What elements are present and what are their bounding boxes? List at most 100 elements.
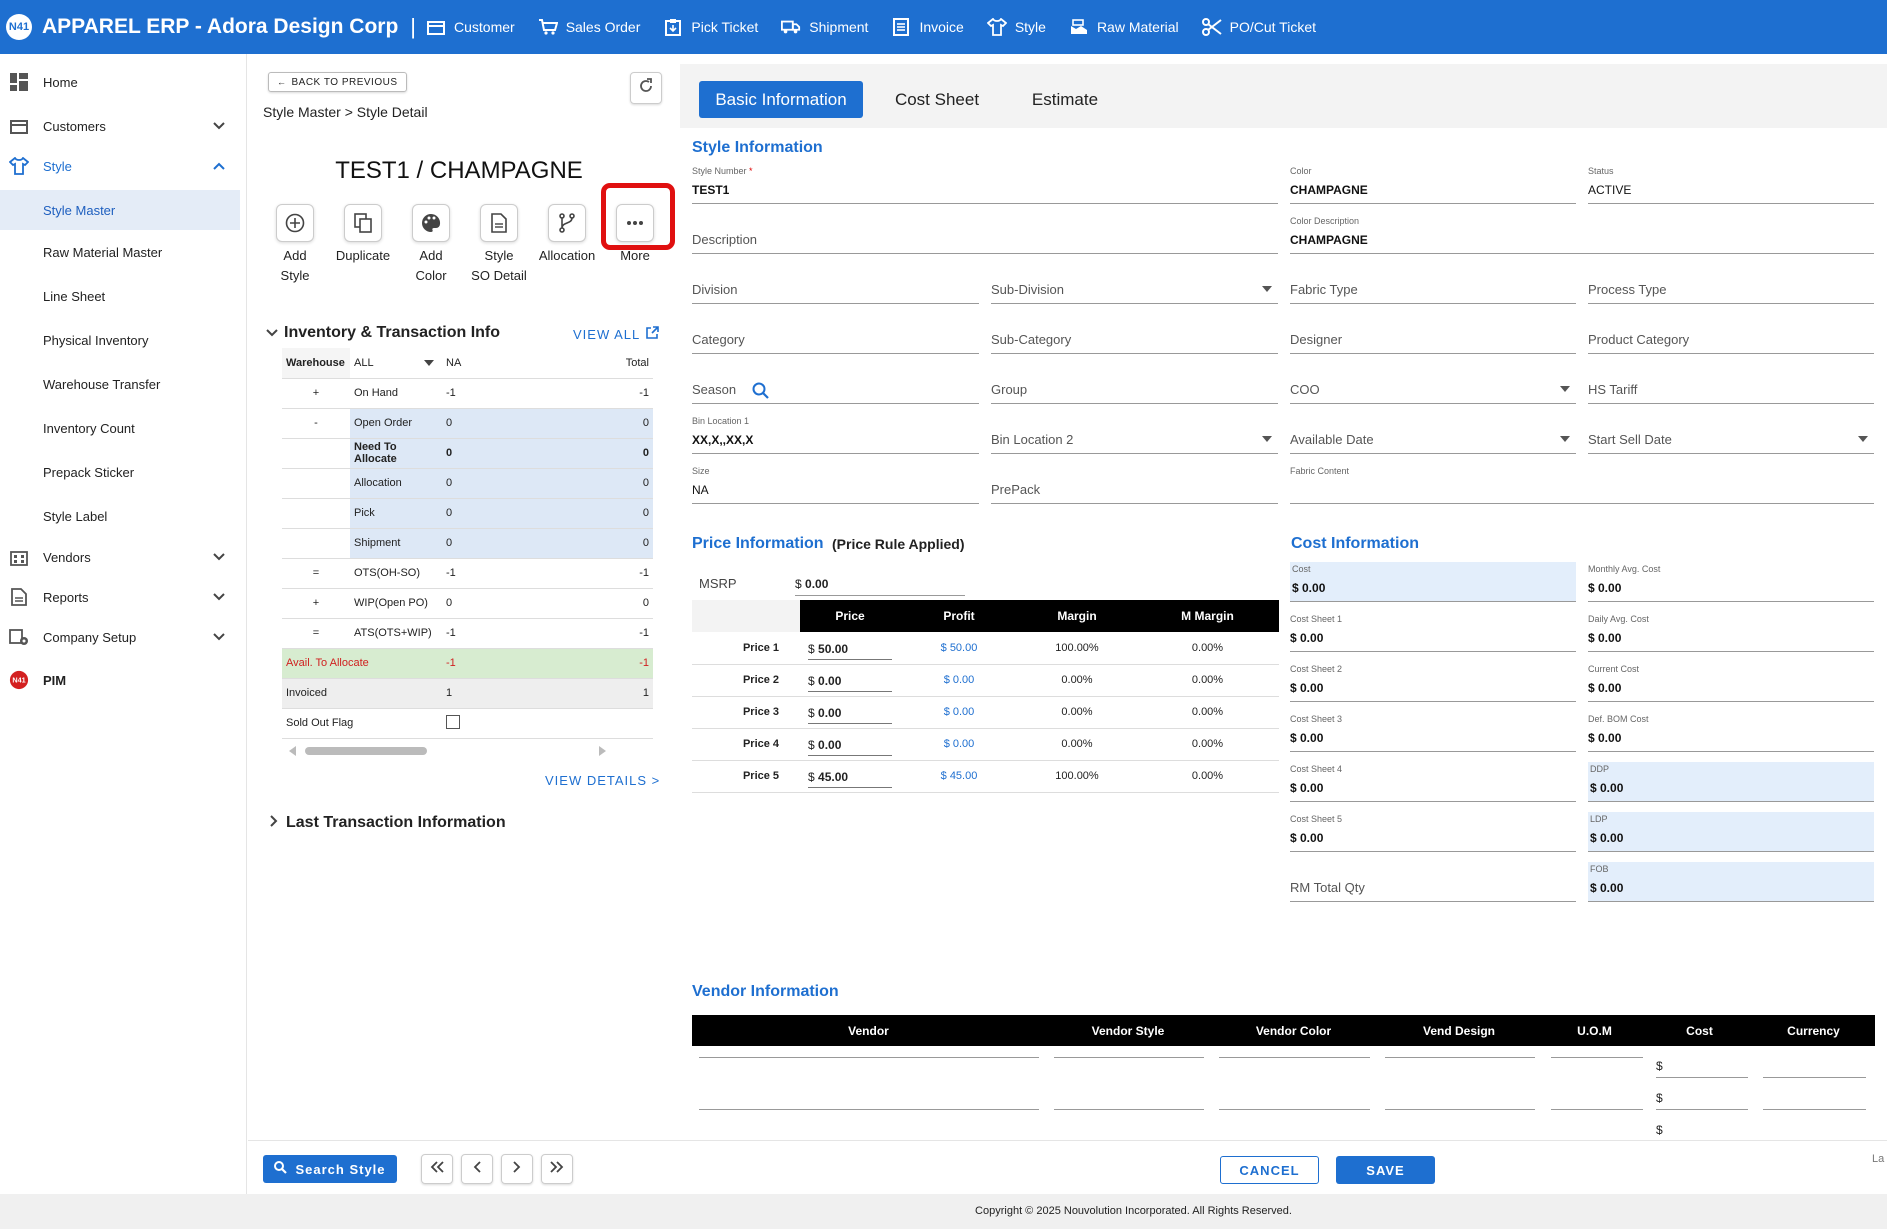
vendor-color-input[interactable] (1219, 1109, 1370, 1110)
vendor-style-input[interactable] (1054, 1109, 1204, 1110)
category-field[interactable]: Category (692, 314, 979, 354)
app-logo[interactable]: N41 (6, 14, 32, 40)
nav-invoice[interactable]: Invoice (891, 18, 964, 36)
horizontal-scrollbar[interactable] (289, 745, 609, 757)
inventory-section-header[interactable]: Inventory & Transaction Info (266, 324, 500, 342)
bin-location-1-field[interactable]: Bin Location 1 XX,X,,XX,X (692, 414, 979, 454)
price-input[interactable]: $ 50.00 (808, 636, 892, 660)
coo-select[interactable]: COO (1290, 364, 1576, 404)
chevron-down-icon[interactable] (213, 629, 225, 644)
nav-sales-order[interactable]: Sales Order (538, 18, 640, 36)
scrollbar-thumb[interactable] (305, 747, 427, 755)
currency-input[interactable] (1763, 1109, 1866, 1110)
scroll-left-icon[interactable] (289, 746, 296, 756)
sidebar-item-style-label[interactable]: Style Label (43, 508, 108, 524)
previous-record-button[interactable] (461, 1154, 493, 1184)
season-field[interactable]: Season (692, 364, 979, 404)
vendor-input[interactable] (699, 1057, 1039, 1058)
description-field[interactable]: Description (692, 214, 1278, 254)
last-transaction-header[interactable]: Last Transaction Information (270, 814, 506, 832)
chevron-down-icon[interactable] (213, 549, 225, 564)
nav-raw-material[interactable]: Raw Material (1069, 18, 1179, 36)
vendor-style-input[interactable] (1054, 1057, 1204, 1058)
sub-division-select[interactable]: Sub-Division (991, 264, 1278, 304)
last-record-button[interactable] (541, 1154, 573, 1184)
nav-shipment[interactable]: Shipment (781, 18, 868, 36)
prepack-field[interactable]: PrePack (991, 464, 1278, 504)
sidebar-item-vendors[interactable]: Vendors (0, 537, 247, 577)
style-so-detail-button[interactable]: Style SO Detail (467, 204, 531, 286)
sub-category-field[interactable]: Sub-Category (991, 314, 1278, 354)
view-all-link[interactable]: VIEW ALL (573, 326, 660, 342)
cost-sheet-4-field[interactable]: Cost Sheet 4 $ 0.00 (1290, 762, 1576, 802)
vendor-input[interactable] (699, 1109, 1039, 1110)
process-type-field[interactable]: Process Type (1588, 264, 1874, 304)
vendor-color-input[interactable] (1219, 1057, 1370, 1058)
monthly-avg-cost-field[interactable]: Monthly Avg. Cost $ 0.00 (1588, 562, 1874, 602)
search-style-button[interactable]: Search Style (263, 1155, 397, 1183)
duplicate-button[interactable]: Duplicate (331, 204, 395, 266)
cost-sheet-1-field[interactable]: Cost Sheet 1 $ 0.00 (1290, 612, 1576, 652)
def-bom-cost-field[interactable]: Def. BOM Cost $ 0.00 (1588, 712, 1874, 752)
ddp-field[interactable]: DDP $ 0.00 (1588, 762, 1874, 802)
add-color-button[interactable]: Add Color (399, 204, 463, 286)
color-field[interactable]: Color CHAMPAGNE (1290, 164, 1576, 204)
sidebar-item-line-sheet[interactable]: Line Sheet (43, 288, 106, 304)
sidebar-item-pim[interactable]: N41 PIM (0, 660, 247, 700)
nav-po-cut-ticket[interactable]: PO/Cut Ticket (1201, 18, 1316, 36)
allocation-button[interactable]: Allocation (535, 204, 599, 266)
style-number-field[interactable]: Style Number * TEST1 (692, 164, 1278, 204)
price-input-cell[interactable]: $ 50.00 (800, 632, 900, 665)
sidebar-item-reports[interactable]: Reports (0, 577, 247, 617)
bin-location-2-select[interactable]: Bin Location 2 (991, 414, 1278, 454)
tab-cost-sheet[interactable]: Cost Sheet (894, 89, 980, 109)
sidebar-item-prepack-sticker[interactable]: Prepack Sticker (43, 464, 135, 480)
price-input-cell[interactable]: $ 45.00 (800, 760, 900, 793)
view-details-link[interactable]: VIEW DETAILS > (545, 773, 661, 788)
nav-customer[interactable]: Customer (426, 18, 515, 36)
hs-tariff-field[interactable]: HS Tariff (1588, 364, 1874, 404)
cost-sheet-3-field[interactable]: Cost Sheet 3 $ 0.00 (1290, 712, 1576, 752)
next-record-button[interactable] (501, 1154, 533, 1184)
fabric-type-field[interactable]: Fabric Type (1290, 264, 1576, 304)
warehouse-select[interactable]: ALL (350, 348, 442, 379)
price-input-cell[interactable]: $ 0.00 (800, 696, 900, 729)
sidebar-item-style-master[interactable]: Style Master (0, 190, 240, 230)
tab-estimate[interactable]: Estimate (1031, 89, 1099, 109)
uom-input[interactable] (1551, 1109, 1643, 1110)
sidebar-item-physical-inventory[interactable]: Physical Inventory (43, 332, 149, 348)
status-field[interactable]: Status ACTIVE (1588, 164, 1874, 204)
chevron-up-icon[interactable] (213, 158, 225, 173)
currency-input[interactable] (1763, 1077, 1866, 1078)
price-input-cell[interactable]: $ 0.00 (800, 664, 900, 697)
sidebar-item-warehouse-transfer[interactable]: Warehouse Transfer (43, 376, 161, 392)
sold-out-checkbox[interactable] (446, 714, 460, 729)
sidebar-item-raw-material-master[interactable]: Raw Material Master (43, 244, 163, 260)
more-button[interactable]: More (603, 204, 667, 266)
sidebar-item-company-setup[interactable]: Company Setup (0, 617, 247, 657)
tab-basic-information[interactable]: Basic Information (699, 81, 863, 118)
sidebar-item-customers[interactable]: Customers (0, 106, 247, 146)
search-icon[interactable] (752, 382, 769, 404)
cost-sheet-5-field[interactable]: Cost Sheet 5 $ 0.00 (1290, 812, 1576, 852)
cost-input[interactable] (1656, 1077, 1748, 1078)
nav-pick-ticket[interactable]: Pick Ticket (663, 18, 758, 36)
chevron-down-icon[interactable] (213, 589, 225, 604)
price-input[interactable]: $ 0.00 (808, 668, 892, 692)
price-input[interactable]: $ 0.00 (808, 732, 892, 756)
chevron-down-icon[interactable] (213, 118, 225, 133)
save-button[interactable]: SAVE (1336, 1156, 1435, 1184)
cancel-button[interactable]: CANCEL (1220, 1156, 1319, 1184)
current-cost-field[interactable]: Current Cost $ 0.00 (1588, 662, 1874, 702)
cost-sheet-2-field[interactable]: Cost Sheet 2 $ 0.00 (1290, 662, 1576, 702)
refresh-button[interactable] (630, 72, 662, 104)
size-field[interactable]: Size NA (692, 464, 979, 504)
fob-field[interactable]: FOB $ 0.00 (1588, 862, 1874, 902)
first-record-button[interactable] (421, 1154, 453, 1184)
daily-avg-cost-field[interactable]: Daily Avg. Cost $ 0.00 (1588, 612, 1874, 652)
rm-total-qty-field[interactable]: RM Total Qty (1290, 862, 1576, 902)
price-input[interactable]: $ 0.00 (808, 700, 892, 724)
available-date-select[interactable]: Available Date (1290, 414, 1576, 454)
ldp-field[interactable]: LDP $ 0.00 (1588, 812, 1874, 852)
designer-field[interactable]: Designer (1290, 314, 1576, 354)
